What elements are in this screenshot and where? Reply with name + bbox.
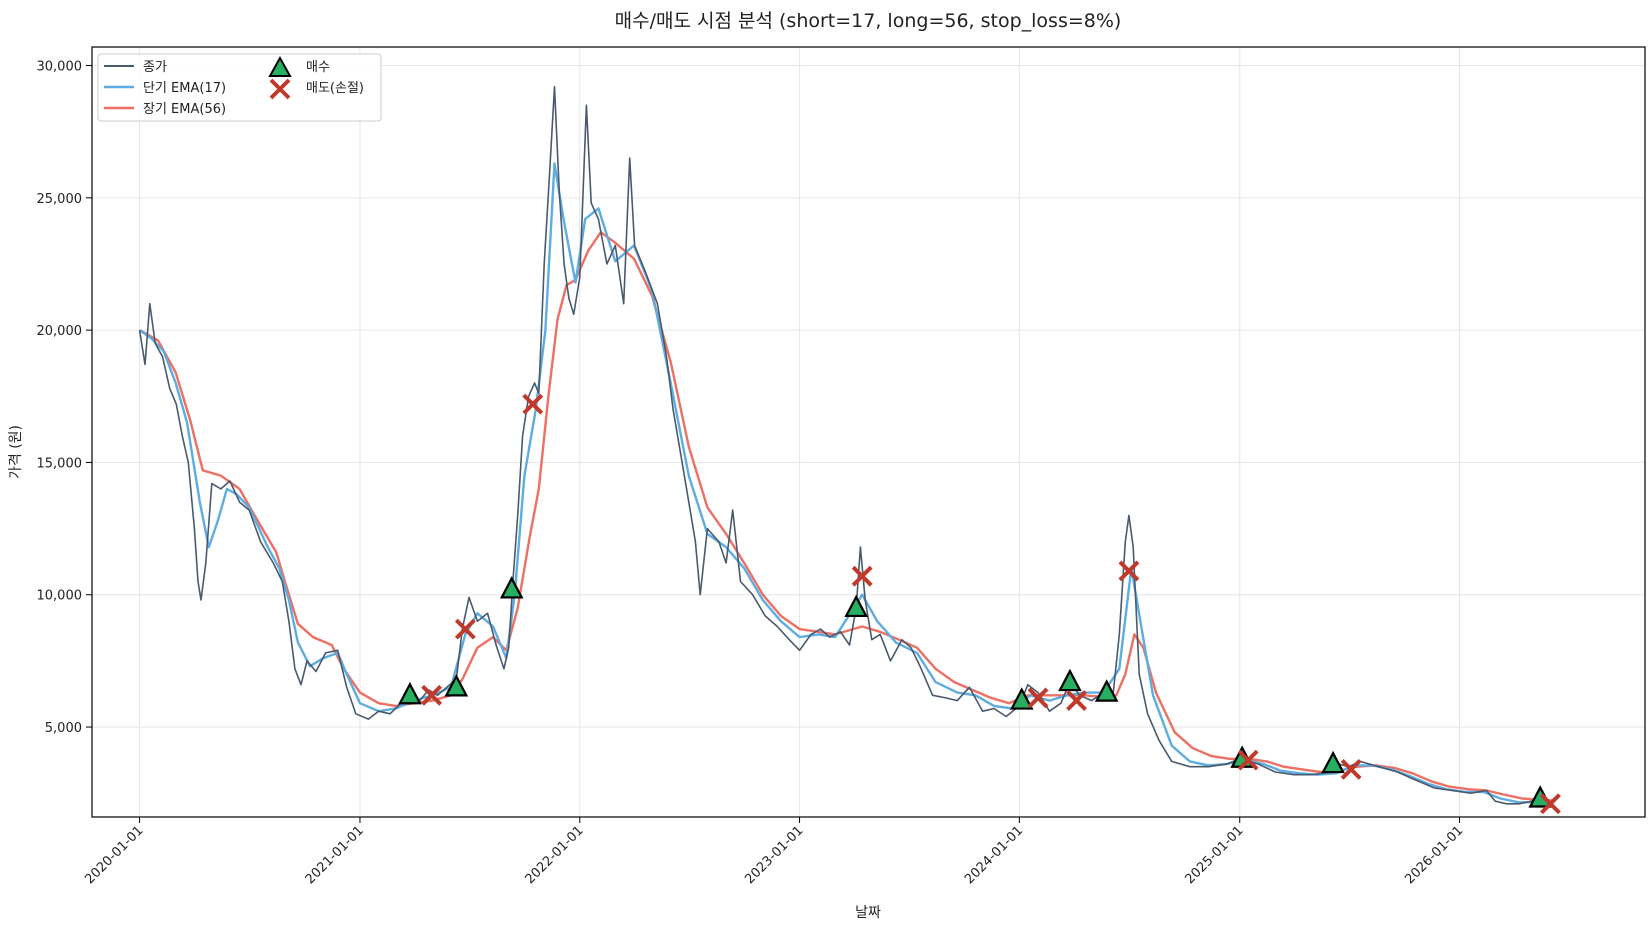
- legend-buy-marker: [268, 55, 292, 77]
- sell-marker: [454, 618, 476, 640]
- x-tick-label: 2021-01-01: [303, 823, 367, 887]
- x-tick-label: 2026-01-01: [1402, 823, 1466, 887]
- sell-marker: [1118, 560, 1140, 582]
- buy-marker: [844, 594, 868, 618]
- legend-close-label: 종가: [143, 60, 167, 75]
- plot-frame: [91, 46, 1646, 818]
- grid: [92, 47, 1645, 817]
- buy-marker: [499, 576, 524, 599]
- series-line-close: [138, 85, 1554, 805]
- buy-marker: [444, 673, 469, 697]
- y-tick-label: 25,000: [37, 192, 83, 207]
- x-tick-label: 2025-01-01: [1183, 823, 1247, 887]
- y-tick-label: 15,000: [37, 456, 83, 471]
- x-tick-label: 2024-01-01: [962, 823, 1026, 887]
- x-tick-label: 2023-01-01: [742, 823, 806, 887]
- x-axis-label: 날짜: [855, 905, 881, 921]
- trade-markers: [398, 393, 1561, 815]
- buy-marker: [1321, 750, 1345, 774]
- legend-long-ema-label: 장기 EMA(56): [143, 102, 226, 117]
- x-tick-label: 2022-01-01: [523, 823, 587, 887]
- buy-marker: [1058, 668, 1082, 692]
- sell-marker: [1340, 758, 1362, 780]
- series-line-long-ema: [139, 231, 1553, 802]
- legend: 종가 단기 EMA(17) 장기 EMA(56) 매수 매도(손절): [97, 53, 382, 122]
- series-line-short-ema: [138, 162, 1553, 804]
- sell-marker: [1027, 687, 1049, 709]
- sell-marker: [522, 393, 544, 415]
- y-tick-label: 20,000: [37, 324, 83, 339]
- chart-title: 매수/매도 시점 분석 (short=17, long=56, stop_los…: [615, 10, 1122, 32]
- sell-marker: [1066, 690, 1087, 711]
- buy-marker: [1528, 785, 1553, 808]
- y-tick-label: 30,000: [37, 60, 83, 75]
- sell-marker: [1540, 793, 1561, 815]
- legend-sell-marker: [269, 78, 291, 100]
- sell-marker: [1237, 749, 1259, 771]
- y-tick-label: 5,000: [45, 721, 82, 736]
- sell-marker: [851, 565, 873, 587]
- buy-marker: [398, 681, 422, 705]
- sell-marker: [421, 684, 443, 706]
- x-tick-label: 2020-01-01: [82, 823, 146, 887]
- legend-sell-label: 매도(손절): [306, 81, 364, 96]
- y-tick-label: 10,000: [37, 589, 83, 604]
- y-axis-label: 가격 (원): [8, 425, 24, 479]
- series-lines: [138, 85, 1554, 805]
- buy-marker: [1009, 687, 1034, 710]
- buy-marker: [1094, 679, 1119, 702]
- legend-short-ema-label: 단기 EMA(17): [143, 81, 226, 96]
- legend-box: [97, 53, 382, 122]
- legend-buy-label: 매수: [306, 60, 330, 75]
